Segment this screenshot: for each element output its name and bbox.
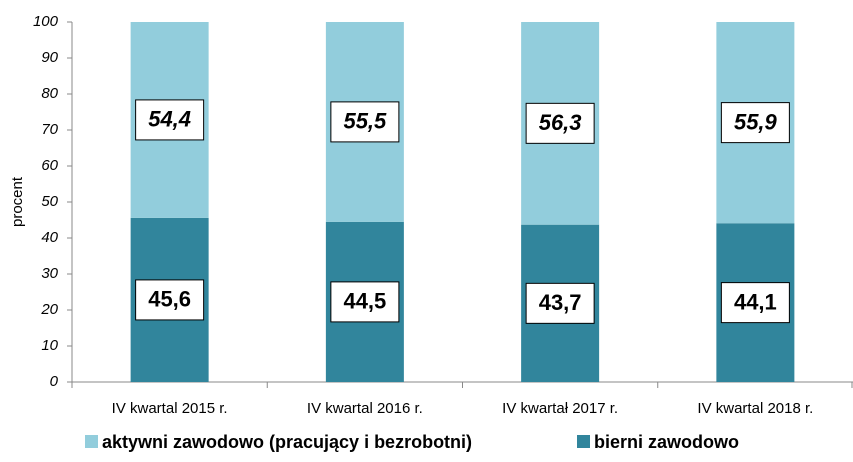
y-tick-label: 10	[41, 337, 58, 354]
y-tick-label: 50	[41, 193, 58, 210]
legend-label: aktywni zawodowo (pracujący i bezrobotni…	[102, 432, 472, 452]
value-label: 56,3	[539, 110, 582, 135]
y-tick-label: 80	[41, 85, 58, 102]
value-label: 43,7	[539, 290, 582, 315]
y-tick-label: 0	[50, 373, 59, 390]
legend-swatch	[85, 435, 98, 448]
value-label-box	[720, 102, 790, 144]
legend-swatch	[577, 435, 590, 448]
y-tick-label: 20	[40, 301, 58, 318]
value-label-box	[525, 282, 595, 324]
x-tick-label: IV kwartal 2016 r.	[307, 400, 423, 417]
value-label-box	[330, 101, 400, 143]
x-tick-label: IV kwartal 2015 r.	[112, 400, 228, 417]
value-label-box	[720, 282, 790, 324]
value-label: 44,5	[343, 289, 386, 314]
value-label-box	[135, 279, 205, 321]
x-tick-label: IV kwartal 2018 r.	[697, 400, 813, 417]
value-label-box	[525, 102, 595, 144]
x-tick-label: IV kwartał 2017 r.	[502, 400, 618, 417]
y-tick-label: 70	[41, 121, 58, 138]
y-axis-label: procent	[9, 176, 26, 227]
y-tick-label: 100	[33, 13, 59, 30]
y-tick-label: 40	[41, 229, 58, 246]
legend-label: bierni zawodowo	[594, 432, 739, 452]
value-label-box	[135, 99, 205, 141]
value-label: 44,1	[734, 289, 777, 314]
value-label: 45,6	[148, 287, 191, 312]
y-tick-label: 30	[41, 265, 58, 282]
y-tick-label: 90	[41, 49, 58, 66]
y-tick-label: 60	[41, 157, 58, 174]
value-label: 54,4	[148, 107, 191, 132]
value-label-box	[330, 281, 400, 323]
value-label: 55,9	[734, 109, 778, 134]
value-label: 55,5	[343, 109, 387, 134]
